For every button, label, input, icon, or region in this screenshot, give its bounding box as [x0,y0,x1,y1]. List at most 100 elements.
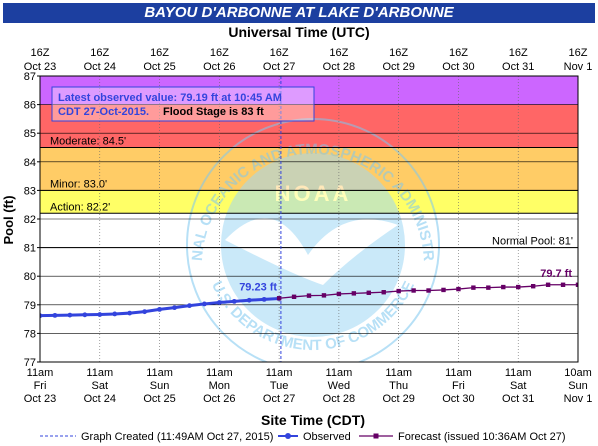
forecast-point [560,282,566,287]
observed-point [112,311,118,317]
forecast-end-label: 79.7 ft [540,268,572,280]
y-tick-label: 82 [24,214,36,226]
observed-point [82,312,88,318]
forecast-point [366,290,371,295]
observed-point [97,312,103,317]
top-tick-hour: 16Z [31,47,50,59]
bottom-tick-time: 11am [27,367,54,379]
observed-point [216,300,222,305]
bottom-tick-time: 11am [86,367,113,379]
y-tick-label: 85 [24,128,36,140]
y-tick-label: 84 [24,157,36,169]
bottom-tick-weekday: Sun [568,380,588,392]
bottom-axis-label: Site Time (CDT) [261,412,365,428]
forecast-point [411,288,416,293]
info-box: Latest observed value: 79.19 ft at 10:45… [51,86,315,122]
forecast-point [321,293,327,298]
bottom-tick-weekday: Thu [389,380,408,392]
y-tick-label: 77 [24,357,36,369]
info-line-2b: Flood Stage is 83 ft [163,106,264,118]
bottom-tick-date: Oct 24 [84,393,116,405]
forecast-point [471,285,476,290]
forecast-point [306,293,312,298]
top-tick-date: Nov 1 [564,61,593,73]
plot-area: NOAANATIONAL OCEANIC AND ATMOSPHERIC ADM… [24,71,579,369]
y-tick-label: 83 [24,185,36,197]
bottom-tick-weekday: Fri [452,380,465,392]
y-tick-label: 86 [24,100,36,112]
watermark-inner-disc [221,153,405,337]
bottom-tick-time: 10am [564,367,592,379]
bottom-tick-date: Oct 28 [323,393,355,405]
top-tick-date: Oct 28 [323,61,355,73]
top-tick-labels: 16Z Oct 23 16Z Oct 24 16Z Oct 25 16Z Oct 26 16Z O… [24,47,593,73]
top-tick-date: Oct 30 [442,61,474,73]
legend-forecast-label: Forecast (issued 10:36AM Oct 27) [398,431,566,443]
bottom-tick-time: 11am [505,367,532,379]
stage-label: Normal Pool: 81' [492,236,573,248]
bottom-tick-weekday: Wed [328,380,350,392]
info-box-frame [51,86,315,122]
forecast-point [276,296,282,301]
forecast-point [575,282,578,287]
forecast-point [336,291,342,297]
observed-point [172,305,177,311]
stage-label: Moderate: 84.5' [50,136,126,148]
bottom-tick-date: Oct 25 [143,393,175,405]
stage-label: Minor: 83.0' [50,178,107,190]
bottom-tick-time: 11am [385,367,412,379]
top-tick-date: Oct 25 [143,61,175,73]
top-tick-hour: 16Z [329,47,348,59]
forecast-point [441,287,446,293]
forecast-point [456,286,461,292]
y-tick-label: 81 [24,243,36,255]
bottom-tick-time: 11am [266,367,293,379]
bottom-tick-weekday: Sun [150,380,170,392]
bottom-tick-date: Oct 30 [442,393,474,405]
top-tick-date: Oct 31 [502,61,534,73]
observed-point [246,297,252,303]
forecast-point [516,284,521,290]
top-tick-date: Oct 27 [263,61,295,73]
bottom-tick-weekday: Tue [270,380,289,392]
info-line-1: Latest observed value: 79.19 ft at 10:45… [58,92,282,104]
bottom-tick-date: Oct 31 [502,393,534,405]
observed-point [261,296,267,302]
top-tick-date: Oct 29 [382,61,414,73]
band-moderate [40,104,578,148]
bottom-tick-weekday: Mon [209,380,230,392]
info-line-2a: CDT 27-Oct-2015. [58,106,149,118]
forecast-point [426,288,431,293]
observed-point [201,301,207,307]
top-tick-hour: 16Z [150,47,169,59]
top-axis-label: Universal Time (UTC) [228,24,369,40]
forecast-point [351,291,357,296]
top-tick-date: Oct 23 [24,61,56,73]
forecast-point [291,294,297,299]
observed-end-label: 79.23 ft [239,282,277,294]
bottom-tick-date: Oct 26 [203,393,235,405]
bottom-tick-weekday: Sat [92,380,109,392]
bottom-tick-weekday: Sat [510,380,527,392]
bottom-tick-date: Nov 1 [564,393,593,405]
watermark-gull [225,218,398,285]
forecast-point [486,285,491,290]
bottom-tick-date: Oct 29 [382,393,414,405]
bottom-tick-date: Oct 27 [263,393,295,405]
observed-point [67,312,73,318]
top-tick-hour: 16Z [90,47,109,59]
bottom-tick-weekday: Fri [34,380,47,392]
observed-point [40,313,43,319]
top-tick-hour: 16Z [449,47,468,59]
y-tick-label: 79 [24,300,36,312]
stage-label: Action: 82.2' [50,201,110,213]
legend-created-label: Graph Created (11:49AM Oct 27, 2015) [81,431,273,443]
observed-point [52,312,58,318]
observed-point [231,298,237,304]
plot-clip-group: NOAANATIONAL OCEANIC AND ATMOSPHERIC ADM… [40,76,578,362]
observed-point [142,309,148,315]
top-tick-date: Oct 24 [84,61,116,73]
y-tick-label: 78 [24,328,36,340]
